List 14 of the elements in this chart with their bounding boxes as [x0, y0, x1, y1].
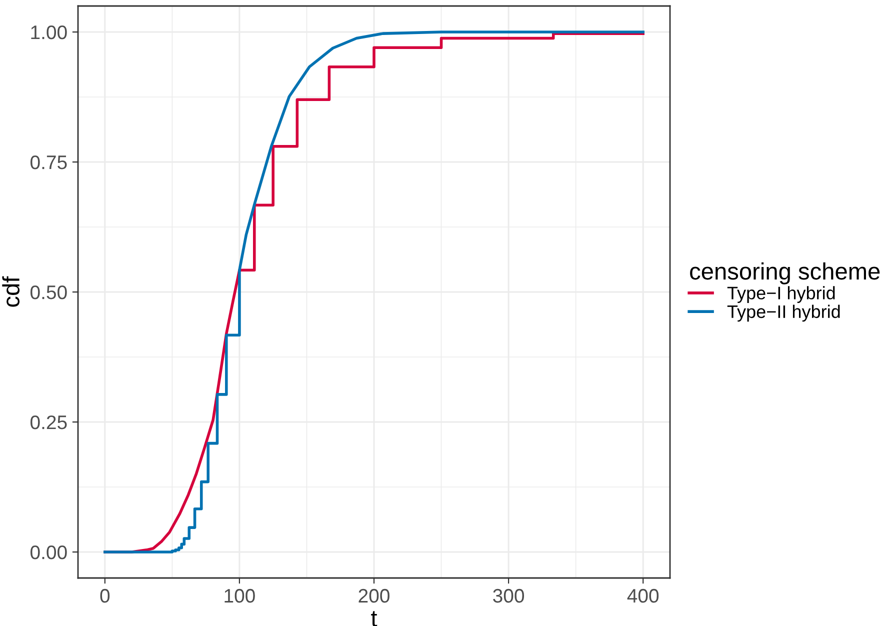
y-tick-label: 0.00: [30, 545, 67, 560]
legend-label: Type−I hybrid: [727, 286, 835, 304]
x-tick-label: 0: [100, 588, 110, 603]
y-tick-label: 1.00: [31, 25, 67, 40]
y-tick-label: 0.25: [30, 415, 67, 430]
x-tick-label: 300: [493, 588, 524, 603]
x-tick-label: 200: [358, 588, 390, 603]
y-axis-title: cdf: [2, 276, 20, 307]
x-tick-label: 100: [224, 588, 255, 603]
legend-title: censoring scheme: [690, 262, 880, 284]
legend-label: Type−II hybrid: [727, 304, 840, 322]
y-tick-label: 0.75: [30, 155, 67, 170]
x-tick-label: 400: [627, 588, 659, 603]
y-tick-label: 0.50: [30, 285, 67, 300]
